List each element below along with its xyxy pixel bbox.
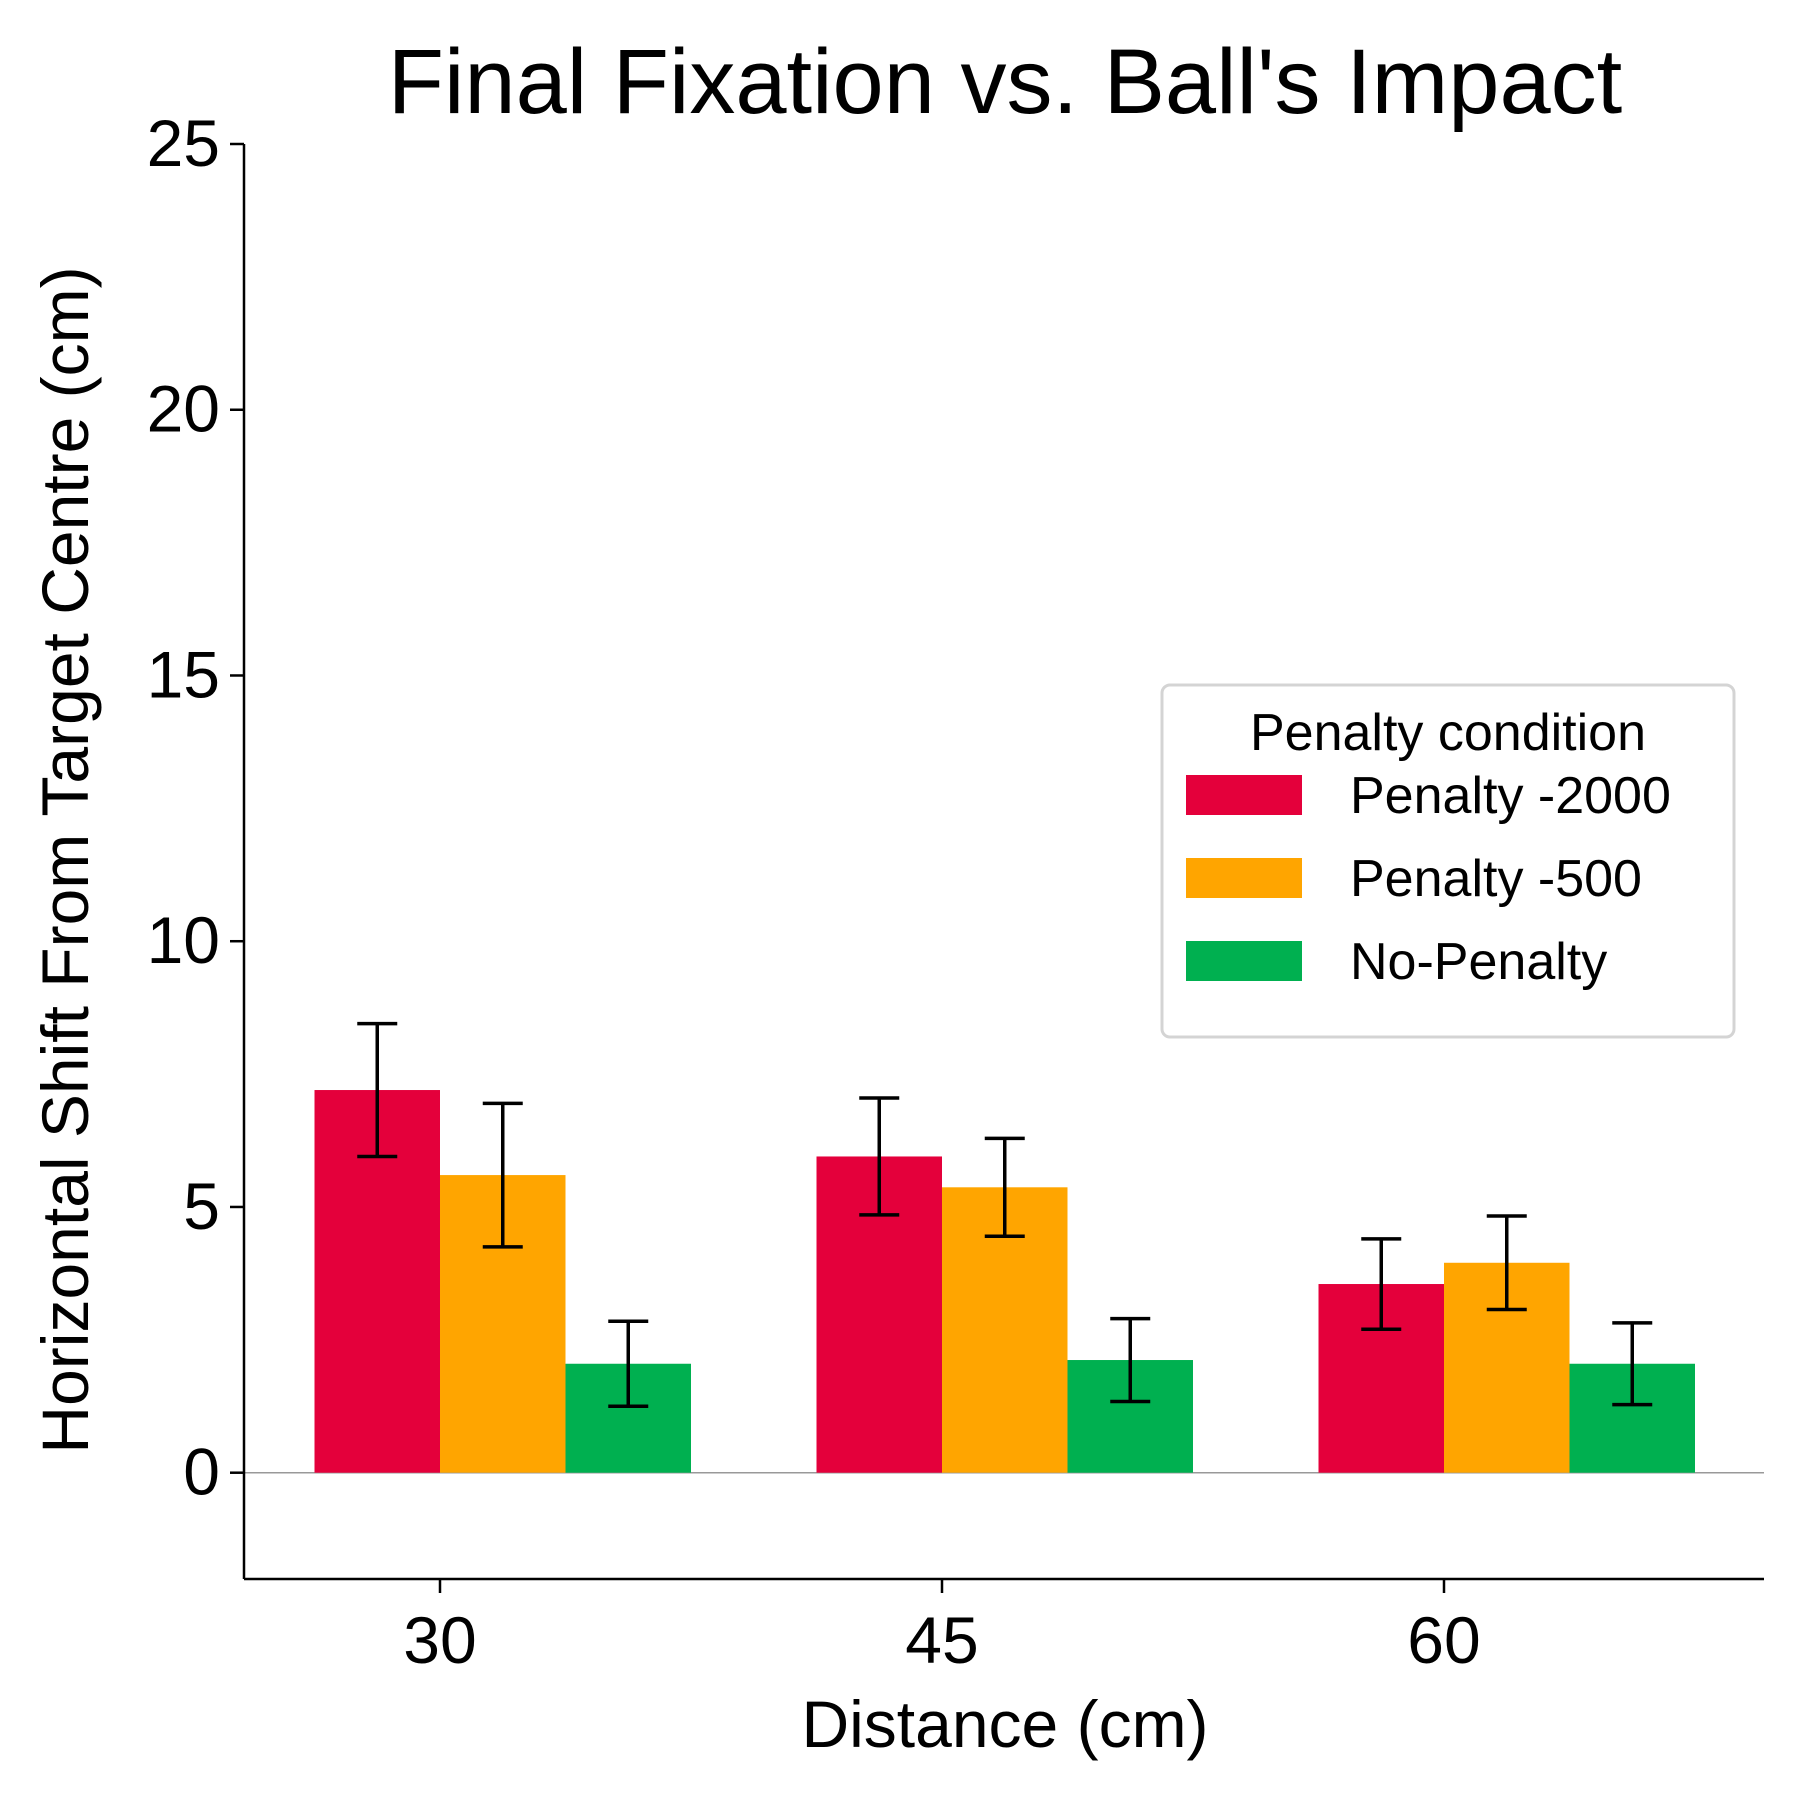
x-tick-label: 60	[1407, 1603, 1480, 1677]
legend-label: No-Penalty	[1350, 933, 1607, 991]
y-tick-label: 5	[183, 1169, 220, 1243]
legend-frame	[1160, 683, 1736, 1039]
y-tick-label: 25	[147, 106, 220, 180]
chart-title: Final Fixation vs. Ball's Impact	[388, 31, 1622, 133]
y-tick-label: 10	[147, 903, 220, 977]
y-axis-label: Horizontal Shift From Target Centre (cm)	[28, 266, 102, 1453]
legend-title: Penalty condition	[1250, 704, 1646, 762]
legend-label: Penalty -2000	[1350, 767, 1671, 825]
error-bar	[1361, 1237, 1402, 1331]
error-bar	[1110, 1316, 1151, 1404]
legend-swatch	[1186, 858, 1302, 898]
x-axis-label: Distance (cm)	[801, 1687, 1208, 1761]
legend: Penalty condition Penalty -2000 Penalty -…	[1160, 683, 1736, 1039]
y-tick-label: 15	[147, 637, 220, 711]
legend-label: Penalty -500	[1350, 850, 1642, 908]
plot-area: 0 5 10 15 20 25 30 45 60	[147, 106, 1764, 1677]
error-bar	[1486, 1214, 1527, 1312]
y-tick-label: 20	[147, 372, 220, 446]
y-tick-label: 0	[183, 1435, 220, 1509]
error-bar	[482, 1101, 523, 1249]
error-bar	[357, 1021, 398, 1159]
error-bar	[859, 1096, 900, 1217]
x-tick-label: 45	[905, 1603, 978, 1677]
error-bar	[984, 1136, 1025, 1238]
x-tick-label: 30	[403, 1603, 476, 1677]
error-bar	[608, 1319, 649, 1409]
error-bar	[1612, 1321, 1653, 1407]
legend-swatch	[1186, 941, 1302, 981]
legend-swatch	[1186, 775, 1302, 815]
